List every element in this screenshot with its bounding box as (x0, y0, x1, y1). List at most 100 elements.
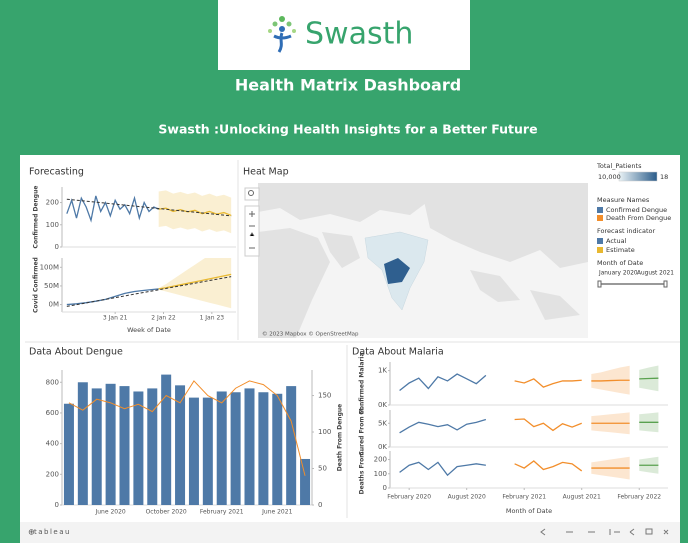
legend-swatch (597, 247, 603, 253)
y-tick-label: 100 (374, 470, 387, 478)
panel-title: Forecasting (29, 167, 84, 178)
x-axis-label: Week of Date (127, 326, 171, 334)
logo-text: Swasth (305, 17, 413, 52)
y-tick-label: 200 (46, 470, 59, 478)
series-line (158, 207, 232, 217)
y-axis-label: Cured From M... (359, 401, 366, 455)
legend-title: Month of Date (597, 259, 643, 267)
y-tick-label: 0 (55, 501, 59, 509)
series-line (399, 461, 486, 477)
map (258, 183, 588, 338)
toolbar-buttons[interactable] (540, 528, 669, 536)
x-tick-label: 2 Jan 22 (151, 315, 176, 322)
series-line (514, 378, 582, 388)
y-axis-label: Confirmed Malaria (359, 352, 366, 414)
bar (202, 397, 213, 505)
y-tick-label: 1K (378, 367, 387, 375)
y-tick-label: 100M (40, 263, 59, 271)
series-line (514, 418, 582, 432)
y-axis-label: Confirmed Dengue (33, 186, 40, 249)
bar (244, 388, 255, 505)
legend-swatch (597, 207, 603, 213)
map-controls[interactable] (244, 187, 260, 257)
series-line (66, 198, 232, 217)
x-tick-label: February 2021 (502, 494, 546, 501)
y2-tick-label: 50 (318, 465, 327, 473)
bar (119, 386, 130, 505)
filter-label: January 2020 (598, 271, 638, 277)
bar (216, 391, 227, 505)
bar (147, 388, 158, 505)
dashboard-subtitle: Swasth :Unlocking Health Insights for a … (158, 122, 537, 137)
y2-tick-label: 100 (318, 428, 331, 436)
legend-title: Measure Names (597, 196, 650, 204)
x-tick-label: 3 Jan 21 (103, 315, 128, 322)
y-tick-label: 0K (378, 443, 387, 451)
panel-title: Data About Dengue (29, 347, 123, 358)
y-tick-label: 5K (378, 419, 387, 427)
series-line (639, 377, 659, 380)
y2-tick-label: 150 (318, 392, 331, 400)
bar (188, 397, 199, 505)
x-axis-label: Month of Date (506, 507, 552, 515)
bar (133, 391, 144, 505)
x-tick-label: August 2021 (563, 494, 601, 501)
forecast-band (158, 190, 232, 234)
y-tick-label: 0K (378, 401, 387, 409)
x-tick-label: February 2020 (387, 494, 431, 501)
plot (399, 365, 659, 395)
series-line (591, 379, 630, 382)
legend-title: Forecast indicator (597, 227, 656, 235)
series-line (66, 276, 232, 307)
x-tick-label: June 2020 (94, 509, 125, 516)
legend: Total_Patients 10,000 18 Measure Names C… (596, 162, 674, 288)
x-tick-label: February 2021 (200, 509, 244, 516)
toolbar (20, 522, 680, 543)
x-tick-label: 1 Jan 23 (200, 315, 225, 322)
y-axis-label: Covid Confirmed (33, 257, 40, 313)
bar (91, 388, 102, 505)
date-slider[interactable] (597, 280, 668, 288)
series-line (66, 288, 159, 306)
bar (258, 392, 269, 505)
legend-label: Estimate (606, 246, 635, 254)
y-tick-label: 50M (44, 282, 59, 290)
filter-label: August 2021 (637, 271, 674, 277)
bar (272, 393, 283, 505)
bar (230, 392, 241, 505)
y-tick-label: 100 (46, 221, 59, 229)
bar (77, 382, 88, 505)
bar (300, 458, 311, 505)
legend-label: 10,000 (598, 173, 621, 181)
tableau-brand[interactable]: tableau (34, 528, 71, 536)
y-tick-label: 400 (46, 440, 59, 448)
map-attribution: © 2023 Mapbox © OpenStreetMap (262, 331, 359, 338)
x-tick-label: October 2020 (146, 509, 187, 516)
y-tick-label: 200 (46, 199, 59, 207)
bar (161, 374, 172, 505)
plot (399, 412, 659, 435)
panel-title: Heat Map (243, 167, 289, 178)
y-tick-label: 0 (383, 484, 387, 492)
series-line (66, 195, 159, 223)
dashboard-title: Health Matrix Dashboard (235, 76, 461, 95)
y-axis-label: Deaths From... (359, 445, 366, 495)
plot (66, 190, 232, 234)
y-tick-label: 200 (374, 456, 387, 464)
y-tick-label: 600 (46, 409, 59, 417)
bar (63, 403, 74, 505)
x-tick-label: June 2021 (261, 509, 292, 516)
y-tick-label: 800 (46, 378, 59, 386)
toolbar-icon: ⊕ (28, 528, 35, 537)
plot (399, 456, 659, 480)
logo-box (218, 0, 470, 70)
plot (66, 258, 232, 309)
legend-label: Actual (606, 237, 627, 245)
legend-swatch (597, 238, 603, 244)
y2-axis-label: Death From Dengue (337, 404, 344, 471)
x-tick-label: August 2020 (448, 494, 486, 501)
legend-title: Total_Patients (596, 162, 642, 170)
color-ramp (618, 171, 658, 182)
y2-tick-label: 0 (318, 501, 322, 509)
